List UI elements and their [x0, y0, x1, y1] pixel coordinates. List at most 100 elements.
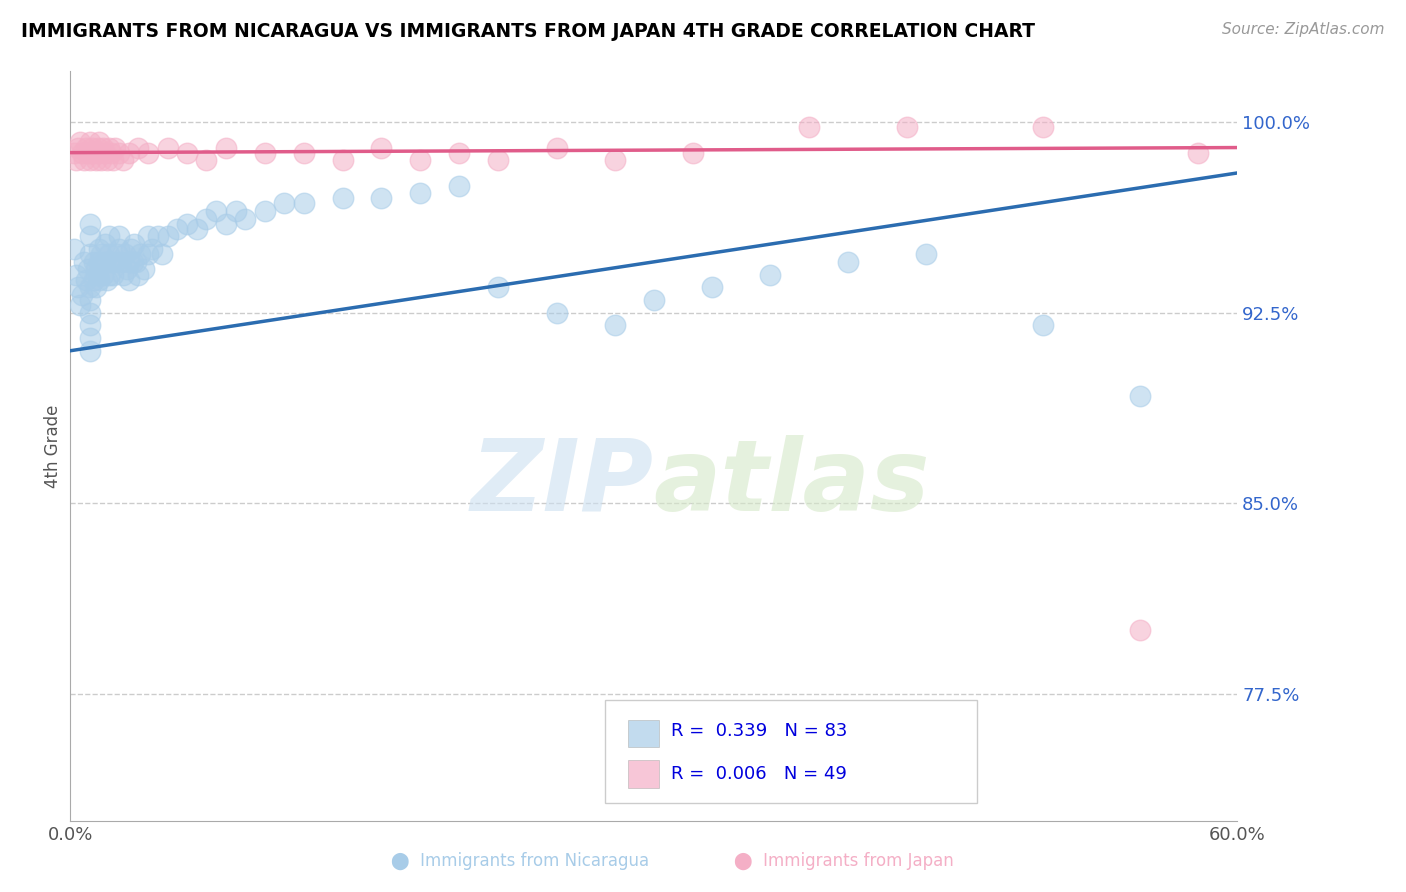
- Point: [84, 280, 107, 294]
- Point: [98, 247, 121, 261]
- Point: [156, 140, 179, 154]
- Point: [546, 140, 568, 154]
- Point: [449, 145, 471, 160]
- Point: [63, 242, 86, 256]
- Point: [127, 268, 149, 282]
- Point: [108, 229, 131, 244]
- Point: [1032, 120, 1054, 135]
- Point: [90, 247, 112, 261]
- Point: [89, 145, 111, 160]
- Point: [89, 136, 111, 150]
- Point: [166, 222, 188, 236]
- Point: [70, 145, 93, 160]
- Point: [195, 211, 218, 226]
- Point: [98, 268, 121, 282]
- Point: [125, 255, 148, 269]
- Point: [370, 191, 392, 205]
- Point: [486, 153, 509, 168]
- Point: [486, 280, 509, 294]
- Text: ⬤  Immigrants from Nicaragua: ⬤ Immigrants from Nicaragua: [391, 852, 650, 870]
- Point: [76, 262, 98, 277]
- Text: R =  0.339   N = 83: R = 0.339 N = 83: [671, 723, 846, 740]
- Point: [205, 204, 228, 219]
- Point: [1187, 145, 1209, 160]
- Point: [215, 217, 238, 231]
- Point: [332, 153, 354, 168]
- Point: [101, 268, 124, 282]
- Point: [253, 145, 276, 160]
- Point: [101, 153, 124, 168]
- Point: [65, 153, 87, 168]
- Point: [111, 268, 134, 282]
- Point: [84, 262, 107, 277]
- Point: [79, 343, 101, 358]
- Point: [79, 280, 101, 294]
- Point: [156, 229, 179, 244]
- Point: [83, 145, 105, 160]
- Point: [80, 140, 103, 154]
- Point: [121, 255, 143, 269]
- Point: [93, 140, 115, 154]
- Point: [110, 255, 132, 269]
- Point: [79, 331, 101, 345]
- Point: [225, 204, 247, 219]
- Point: [1129, 389, 1152, 403]
- Text: ⬤  Immigrants from Japan: ⬤ Immigrants from Japan: [734, 852, 953, 870]
- Point: [292, 196, 315, 211]
- Point: [449, 178, 471, 193]
- Point: [86, 140, 108, 154]
- Point: [65, 268, 87, 282]
- Point: [89, 242, 111, 256]
- Point: [127, 140, 149, 154]
- Point: [146, 229, 169, 244]
- Point: [98, 140, 121, 154]
- Point: [215, 140, 238, 154]
- Point: [108, 242, 131, 256]
- Point: [94, 237, 117, 252]
- Text: Source: ZipAtlas.com: Source: ZipAtlas.com: [1222, 22, 1385, 37]
- Point: [136, 229, 159, 244]
- Point: [86, 268, 108, 282]
- Point: [176, 145, 198, 160]
- Point: [79, 247, 101, 261]
- Point: [915, 247, 938, 261]
- Point: [233, 211, 256, 226]
- Point: [115, 262, 138, 277]
- Point: [69, 298, 91, 312]
- Point: [195, 153, 218, 168]
- Text: atlas: atlas: [654, 435, 931, 532]
- Point: [73, 153, 96, 168]
- Point: [79, 318, 101, 333]
- Point: [799, 120, 821, 135]
- Point: [409, 186, 432, 201]
- Point: [702, 280, 724, 294]
- Point: [90, 153, 112, 168]
- Point: [75, 140, 97, 154]
- Point: [546, 306, 568, 320]
- Point: [83, 272, 105, 286]
- Point: [120, 242, 142, 256]
- Point: [104, 140, 127, 154]
- Point: [63, 145, 86, 160]
- Point: [83, 255, 105, 269]
- Point: [603, 318, 626, 333]
- Point: [79, 229, 101, 244]
- Point: [150, 247, 173, 261]
- Point: [896, 120, 918, 135]
- Text: IMMIGRANTS FROM NICARAGUA VS IMMIGRANTS FROM JAPAN 4TH GRADE CORRELATION CHART: IMMIGRANTS FROM NICARAGUA VS IMMIGRANTS …: [21, 22, 1035, 41]
- Text: R =  0.006   N = 49: R = 0.006 N = 49: [671, 765, 846, 783]
- Point: [98, 229, 121, 244]
- Point: [409, 153, 432, 168]
- Point: [84, 153, 107, 168]
- Point: [76, 145, 98, 160]
- Point: [79, 136, 101, 150]
- Text: ZIP: ZIP: [471, 435, 654, 532]
- Point: [94, 255, 117, 269]
- Point: [129, 247, 152, 261]
- Point: [79, 145, 101, 160]
- Point: [370, 140, 392, 154]
- Point: [332, 191, 354, 205]
- Point: [114, 247, 136, 261]
- Point: [75, 272, 97, 286]
- Point: [89, 272, 111, 286]
